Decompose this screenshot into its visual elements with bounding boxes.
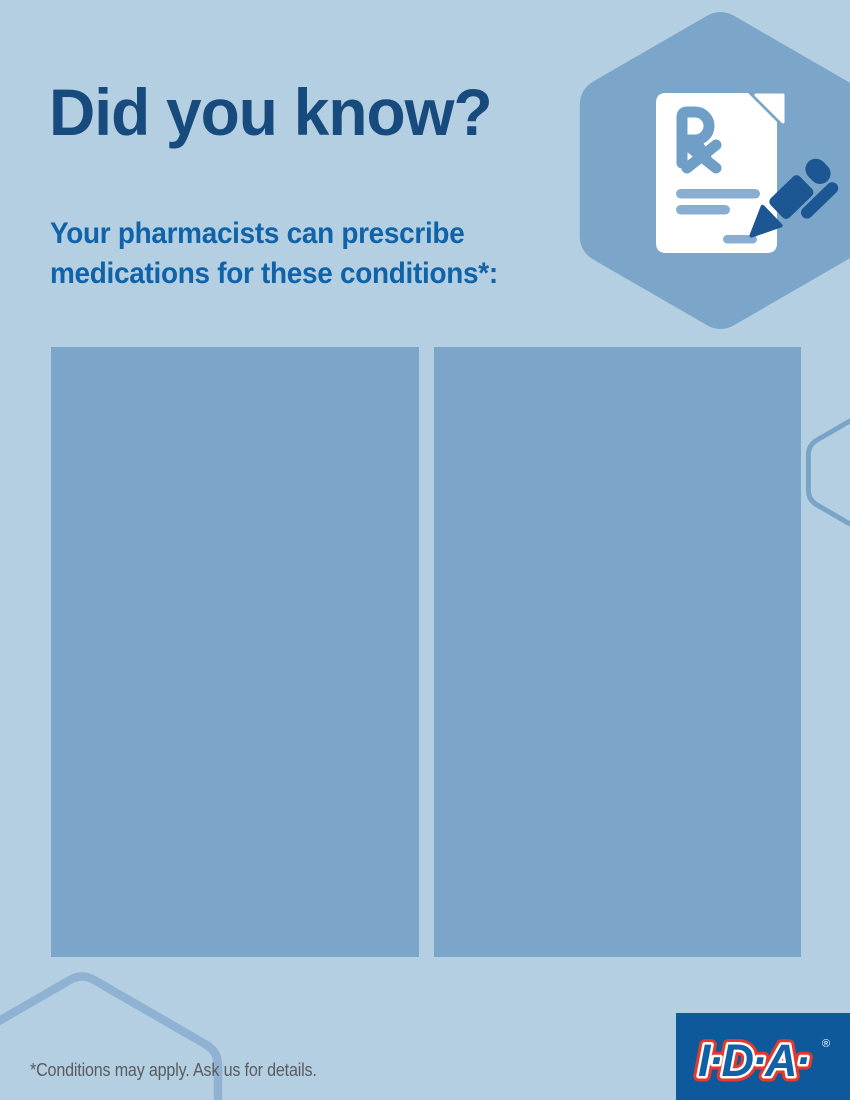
pen-nib [749, 204, 783, 238]
logo-text-red-outline: I·D·A· [698, 1035, 808, 1086]
pen-icon [749, 158, 839, 238]
logo-text-white-outline: I·D·A· [698, 1035, 808, 1086]
document-fold-corner [754, 93, 785, 124]
subtitle-line-2: medications for these conditions*: [50, 257, 498, 290]
rx-symbol-x-stroke [681, 139, 722, 174]
signature-line [723, 235, 757, 244]
footnote-text: *Conditions may apply. Ask us for detail… [30, 1059, 317, 1080]
page-subtitle: Your pharmacists can prescribe medication… [50, 214, 498, 294]
condition-box-right [434, 347, 801, 957]
brand-logo-art: I·D·A· I·D·A· I·D·A· ® [693, 1030, 831, 1092]
prescription-document-pen-icon: Rx [656, 93, 839, 253]
hexagon-badge: Rx [579, 12, 850, 329]
document-text-line-1 [676, 189, 760, 199]
subtitle-line-1: Your pharmacists can prescribe [50, 217, 465, 250]
pen-clip [801, 182, 839, 219]
pen-barrel [769, 175, 814, 219]
hexagon-outline-bottom-left [0, 972, 223, 1100]
brand-logo: I·D·A· I·D·A· I·D·A· ® [676, 1013, 850, 1100]
pen-cap [805, 158, 831, 185]
document-text-line-2 [676, 205, 730, 215]
hexagon-outline-right [805, 418, 850, 527]
registered-mark: ® [822, 1038, 830, 1050]
logo-text: I·D·A· [698, 1035, 808, 1086]
condition-box-left [51, 347, 419, 957]
page-title: Did you know? [49, 75, 493, 149]
